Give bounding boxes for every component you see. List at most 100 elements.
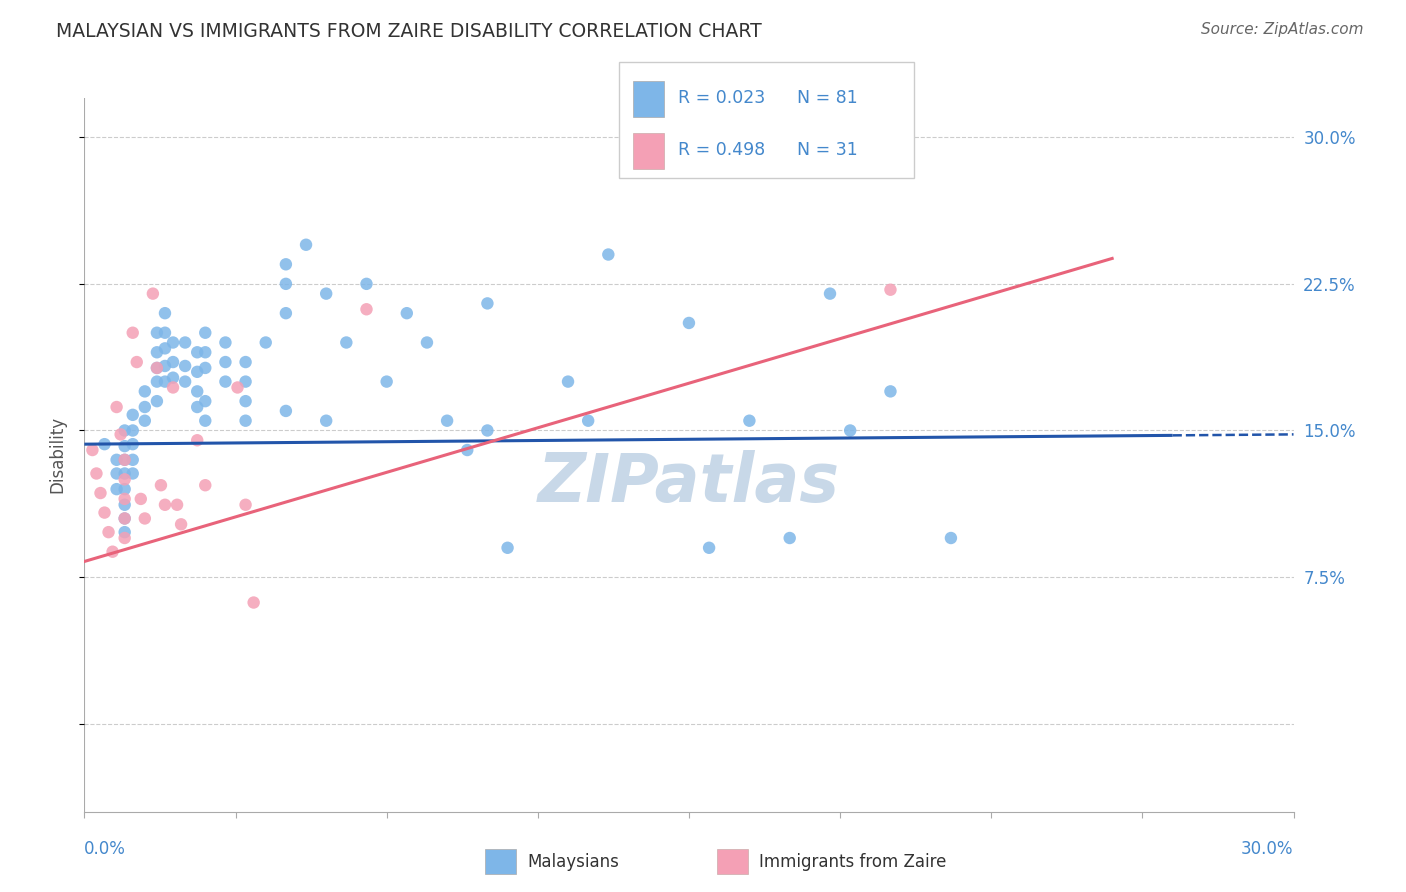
Point (101, 544, 124, 558)
Point (114, 452, 136, 467)
Point (153, 342, 176, 356)
Point (496, 541, 519, 555)
Text: 30.0%: 30.0% (1241, 840, 1294, 858)
Text: N = 31: N = 31 (797, 141, 858, 159)
Point (879, 384, 901, 399)
Point (235, 498, 257, 512)
Point (146, 360, 169, 375)
Point (598, 247, 620, 261)
Text: N = 81: N = 81 (797, 89, 858, 107)
Point (114, 467, 136, 481)
Text: ZIPatlas: ZIPatlas (538, 450, 839, 516)
Point (186, 434, 208, 448)
Point (146, 394, 169, 409)
Point (134, 511, 156, 525)
Point (153, 375, 176, 389)
Point (162, 380, 184, 394)
Point (162, 335, 184, 350)
Point (879, 283, 901, 297)
Point (214, 355, 236, 369)
Text: Immigrants from Zaire: Immigrants from Zaire (759, 853, 946, 871)
Point (295, 237, 318, 252)
Point (214, 375, 236, 389)
Point (214, 335, 236, 350)
Point (194, 478, 217, 492)
Point (125, 355, 148, 369)
Text: Malaysians: Malaysians (527, 853, 619, 871)
Point (114, 482, 136, 496)
Point (146, 326, 169, 340)
Point (105, 400, 128, 414)
Point (114, 452, 136, 467)
Point (97, 525, 120, 540)
Point (818, 286, 841, 301)
Point (114, 472, 136, 486)
Point (186, 384, 208, 399)
Point (939, 531, 962, 545)
Point (186, 400, 208, 414)
Point (153, 498, 176, 512)
Point (436, 414, 458, 428)
Point (93, 437, 115, 451)
Point (134, 384, 156, 399)
Point (121, 437, 143, 451)
Point (174, 335, 197, 350)
Point (121, 326, 143, 340)
Point (395, 306, 418, 320)
Point (274, 306, 297, 320)
Point (274, 404, 297, 418)
Point (146, 360, 169, 375)
Point (678, 316, 700, 330)
Y-axis label: Disability: Disability (48, 417, 66, 493)
Text: 0.0%: 0.0% (84, 840, 127, 858)
Point (186, 345, 208, 359)
Point (254, 335, 277, 350)
Point (174, 359, 197, 373)
Point (153, 306, 176, 320)
Point (738, 414, 761, 428)
Point (134, 400, 156, 414)
Point (146, 345, 169, 359)
Point (146, 375, 169, 389)
Point (235, 355, 257, 369)
Point (93, 506, 115, 520)
Point (186, 365, 208, 379)
Point (174, 375, 197, 389)
Point (576, 414, 599, 428)
Point (121, 408, 143, 422)
Point (114, 491, 136, 506)
Point (194, 414, 217, 428)
Point (89, 486, 111, 500)
Point (166, 498, 188, 512)
Point (114, 424, 136, 438)
Point (274, 257, 297, 271)
Point (235, 375, 257, 389)
Point (114, 498, 136, 512)
Point (194, 394, 217, 409)
Point (162, 370, 184, 384)
Point (162, 355, 184, 369)
Point (235, 414, 257, 428)
Point (194, 345, 217, 359)
Point (134, 414, 156, 428)
Point (477, 424, 499, 438)
Point (170, 517, 193, 532)
Point (114, 531, 136, 545)
Point (456, 443, 478, 458)
Point (315, 414, 337, 428)
Text: R = 0.023: R = 0.023 (678, 89, 765, 107)
Point (242, 595, 264, 609)
Point (142, 286, 165, 301)
Point (110, 427, 132, 442)
Point (153, 359, 176, 373)
Point (235, 394, 257, 409)
Point (82, 443, 104, 458)
Point (114, 511, 136, 525)
Point (114, 525, 136, 540)
Point (129, 491, 152, 506)
Point (557, 375, 579, 389)
Point (839, 424, 862, 438)
Point (86, 467, 108, 481)
Point (274, 277, 297, 291)
Point (105, 452, 128, 467)
